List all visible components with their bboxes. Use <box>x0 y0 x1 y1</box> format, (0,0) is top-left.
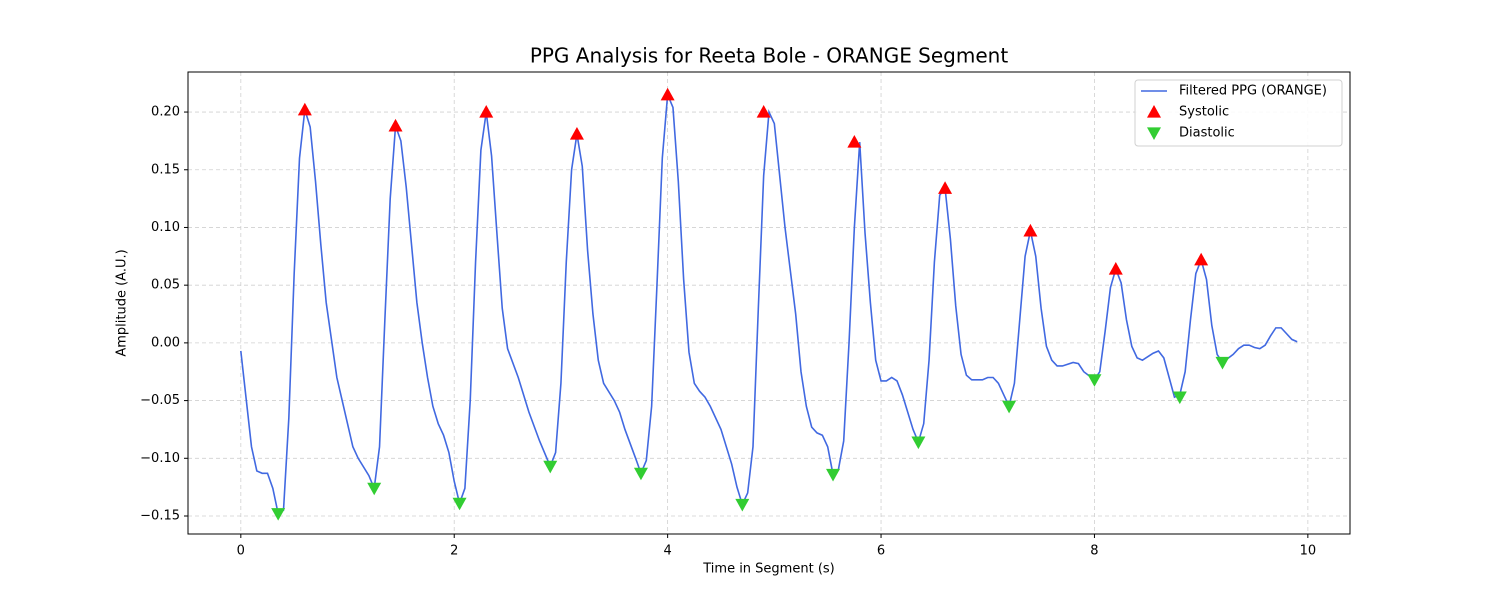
legend-swatch <box>1147 105 1161 118</box>
peak-marker <box>1108 262 1123 275</box>
x-tick-label: 2 <box>450 544 458 559</box>
x-tick-label: 6 <box>877 544 885 559</box>
y-tick-label: −0.15 <box>140 508 180 523</box>
ppg-line <box>240 94 1298 515</box>
peak-marker <box>1023 223 1038 237</box>
peak-marker <box>297 102 312 116</box>
peak-marker <box>1172 391 1187 405</box>
legend-box <box>1134 79 1343 147</box>
peak-marker <box>756 105 771 118</box>
peak-marker <box>826 468 841 482</box>
x-tick-label: 4 <box>663 544 671 559</box>
legend-swatch <box>1147 127 1161 140</box>
peak-marker <box>911 436 926 450</box>
peak-marker <box>271 508 286 521</box>
x-tick-label: 8 <box>1090 544 1098 559</box>
peak-marker <box>1002 400 1017 414</box>
legend-label: Systolic <box>1179 105 1229 120</box>
y-tick-label: 0.00 <box>151 335 180 350</box>
x-tick-label: 10 <box>1300 544 1317 559</box>
peak-marker <box>938 181 953 194</box>
peak-marker <box>543 460 558 474</box>
peak-marker <box>452 497 467 511</box>
peak-marker <box>735 498 750 512</box>
peak-marker <box>388 118 403 132</box>
peak-marker <box>660 87 675 101</box>
y-tick-label: 0.10 <box>151 220 180 235</box>
chart-title: PPG Analysis for Reeta Bole - ORANGE Seg… <box>530 44 1009 68</box>
y-tick-label: 0.20 <box>151 105 180 120</box>
y-tick-label: −0.10 <box>140 451 180 466</box>
peak-marker <box>1215 356 1230 370</box>
peak-marker <box>633 467 648 481</box>
peak-marker <box>1087 374 1102 387</box>
peak-marker <box>367 482 382 496</box>
plot-frame <box>187 71 1351 535</box>
legend-label: Diastolic <box>1179 126 1235 141</box>
peak-marker <box>569 126 584 140</box>
y-tick-label: −0.05 <box>140 393 180 408</box>
peak-marker <box>1194 252 1209 266</box>
legend-label: Filtered PPG (ORANGE) <box>1179 84 1327 99</box>
x-tick-label: 0 <box>237 544 245 559</box>
peak-marker <box>847 135 862 148</box>
y-tick-label: 0.05 <box>151 278 180 293</box>
y-tick-label: 0.15 <box>151 162 180 177</box>
y-axis-label: Amplitude (A.U.) <box>115 249 130 356</box>
x-axis-label: Time in Segment (s) <box>702 562 834 577</box>
peak-marker <box>479 105 494 118</box>
